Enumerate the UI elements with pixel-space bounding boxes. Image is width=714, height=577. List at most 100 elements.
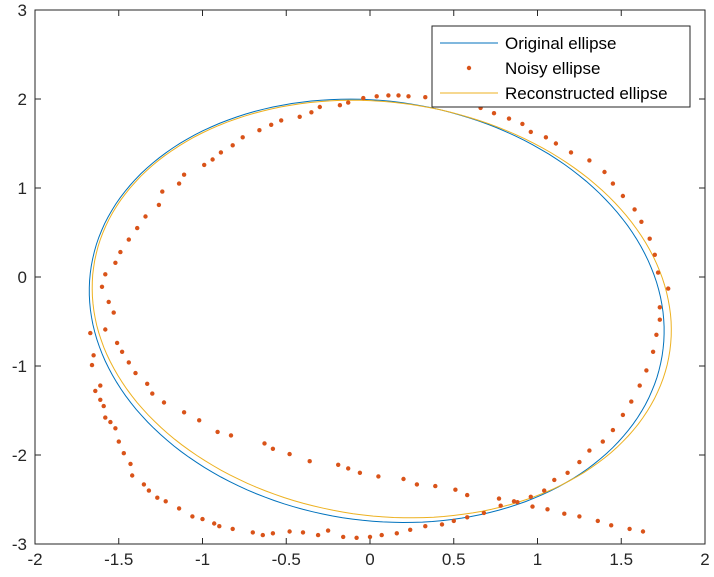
x-tick-label: 0 [365,550,374,569]
y-tick-label: -3 [12,535,27,554]
noisy-point [511,499,517,504]
noisy-point [520,121,525,127]
series-noisy-ellipse [88,93,671,540]
x-tick-label: 1.5 [609,550,633,569]
noisy-point [99,284,105,289]
legend-label-noisy-ellipse: Noisy ellipse [505,59,600,78]
noisy-point [197,418,202,423]
noisy-point [506,116,512,121]
noisy-point [135,225,140,231]
noisy-point [406,94,411,99]
noisy-point [394,531,399,536]
noisy-point [451,518,456,524]
noisy-point [408,527,413,532]
noisy-point [103,272,108,277]
noisy-point [336,462,341,467]
noisy-point [250,530,255,535]
noisy-point [433,483,438,489]
y-tick-label: 3 [18,1,27,20]
noisy-point [126,237,131,242]
noisy-point [439,522,445,527]
noisy-point [650,349,656,354]
noisy-point [666,286,671,291]
noisy-point [620,412,626,418]
noisy-point [341,534,346,540]
noisy-point [98,383,103,388]
noisy-point [491,111,497,116]
noisy-point [300,530,306,535]
noisy-point [155,495,160,500]
noisy-point [640,529,646,534]
noisy-point [108,419,113,425]
x-tick-label: 2 [700,550,709,569]
noisy-point [354,535,359,540]
noisy-point [657,305,662,310]
noisy-point [210,157,215,162]
x-tick-label: -2 [27,550,42,569]
noisy-point [315,532,321,538]
noisy-point [287,451,292,457]
noisy-point [496,496,502,501]
noisy-point [143,214,148,219]
noisy-point [118,249,123,255]
noisy-point [587,158,592,163]
noisy-point [481,510,487,516]
x-tick-label: 1 [533,550,542,569]
noisy-point [309,110,314,115]
legend: Original ellipse Noisy ellipse Reconstru… [431,25,691,108]
legend-swatch-noisy-ellipse [466,65,472,71]
noisy-point [367,534,373,540]
noisy-point [181,410,187,415]
noisy-point [287,529,292,534]
noisy-point [103,415,108,420]
noisy-point [361,95,366,101]
noisy-point [657,317,662,322]
noisy-point [453,487,458,492]
noisy-point [609,523,614,528]
noisy-point [141,482,147,487]
noisy-point [654,332,659,337]
noisy-point [212,521,217,526]
noisy-point [150,391,155,396]
noisy-point [91,353,96,358]
noisy-point [465,492,470,498]
noisy-point [610,427,616,433]
noisy-point [610,181,616,186]
axes-box [34,9,706,545]
noisy-point [498,503,503,508]
x-tick-label: -1 [195,550,210,569]
noisy-point [156,202,162,208]
noisy-point [145,381,150,386]
noisy-point [119,349,125,354]
noisy-point [530,504,535,509]
noisy-point [103,327,108,332]
noisy-point [111,310,116,315]
noisy-point [270,446,276,451]
noisy-point [176,506,182,511]
noisy-point [116,439,122,444]
y-tick-label: 2 [18,90,27,109]
noisy-point [568,150,574,155]
y-tick-label: 0 [18,268,27,287]
noisy-point [639,219,644,224]
noisy-point [161,400,167,405]
noisy-point [240,135,245,140]
noisy-point [552,477,557,483]
x-tick-label: -1.5 [104,550,133,569]
noisy-point [317,104,322,110]
noisy-point [600,439,605,444]
noisy-point [93,388,98,394]
noisy-point [88,330,93,336]
noisy-point [386,93,391,98]
noisy-point [465,515,470,520]
y-tick-label: -1 [12,357,27,376]
x-tick-label: -0.5 [272,550,301,569]
x-tick-labels: -2 -1.5 -1 -0.5 0 0.5 1 1.5 2 [27,550,709,569]
noisy-point [515,500,520,505]
y-tick-labels: -3 -2 -1 0 1 2 3 [12,1,27,554]
noisy-point [346,100,351,105]
noisy-point [89,362,95,368]
noisy-point [545,507,550,512]
noisy-point [414,482,420,487]
